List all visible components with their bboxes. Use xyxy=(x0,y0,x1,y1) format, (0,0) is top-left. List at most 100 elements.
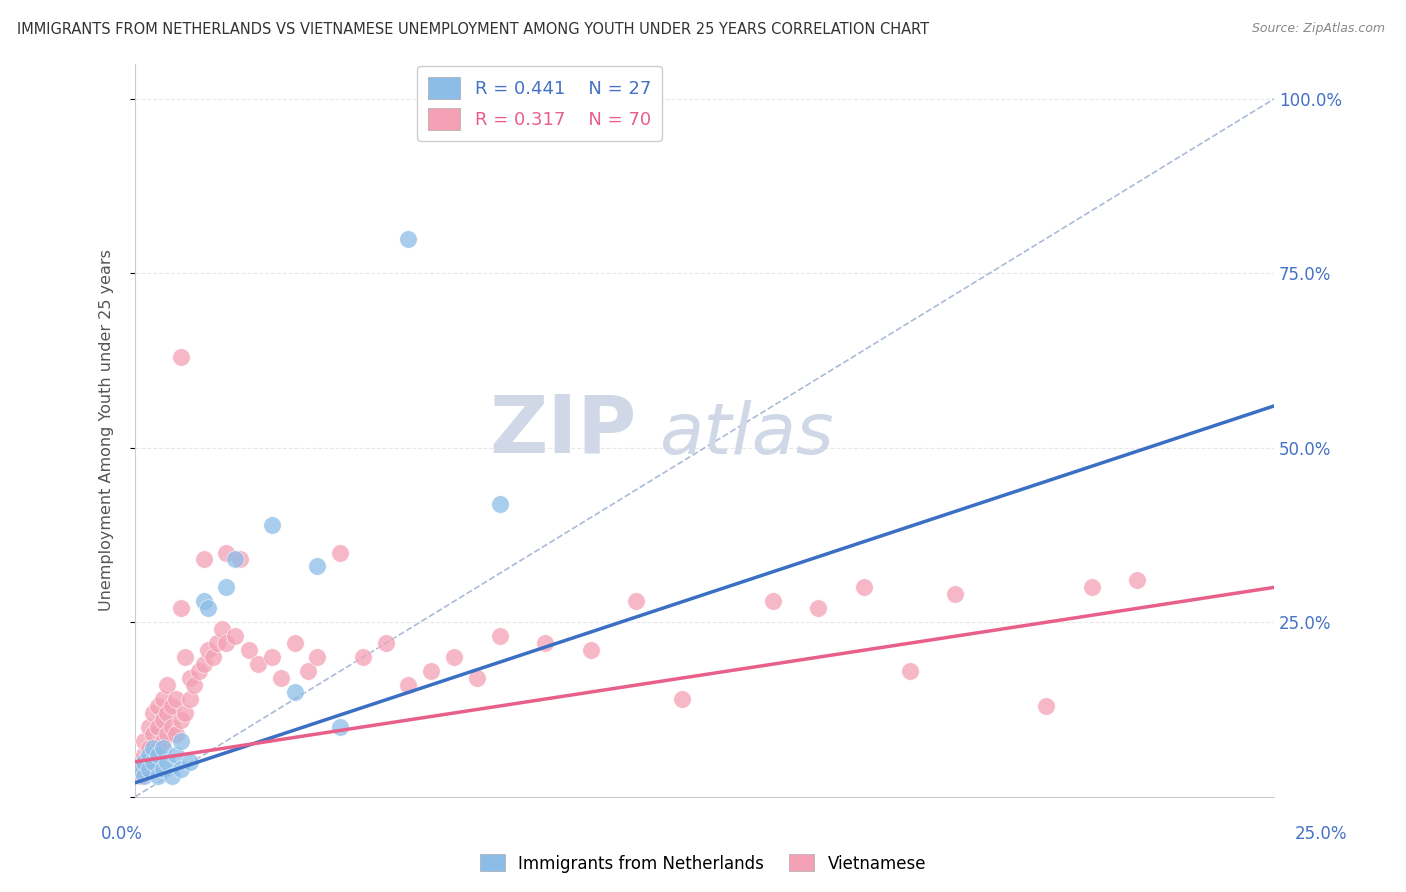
Point xyxy=(152,734,174,748)
Point xyxy=(197,643,219,657)
Point xyxy=(205,636,228,650)
Point xyxy=(626,594,648,608)
Point xyxy=(152,713,174,727)
Point xyxy=(229,552,252,566)
Point xyxy=(671,692,693,706)
Point xyxy=(134,762,156,776)
Point xyxy=(284,685,307,699)
Point xyxy=(465,671,488,685)
Text: 25.0%: 25.0% xyxy=(1295,825,1347,843)
Point xyxy=(134,734,156,748)
Point xyxy=(128,769,150,783)
Point xyxy=(146,698,169,713)
Point xyxy=(352,650,374,665)
Point xyxy=(329,720,352,734)
Point xyxy=(152,692,174,706)
Point xyxy=(260,650,283,665)
Point xyxy=(443,650,465,665)
Point xyxy=(174,650,197,665)
Point xyxy=(134,747,156,762)
Point xyxy=(762,594,785,608)
Point xyxy=(183,678,205,692)
Point xyxy=(852,581,875,595)
Point xyxy=(138,720,160,734)
Y-axis label: Unemployment Among Youth under 25 years: Unemployment Among Youth under 25 years xyxy=(100,250,114,611)
Text: ZIP: ZIP xyxy=(489,392,637,469)
Point xyxy=(215,636,238,650)
Point xyxy=(134,755,156,769)
Point xyxy=(224,629,246,643)
Point xyxy=(142,740,165,755)
Text: 0.0%: 0.0% xyxy=(101,825,143,843)
Point xyxy=(224,552,246,566)
Point xyxy=(270,671,292,685)
Point xyxy=(807,601,830,615)
Point xyxy=(156,755,179,769)
Point xyxy=(152,762,174,776)
Point xyxy=(146,720,169,734)
Text: IMMIGRANTS FROM NETHERLANDS VS VIETNAMESE UNEMPLOYMENT AMONG YOUTH UNDER 25 YEAR: IMMIGRANTS FROM NETHERLANDS VS VIETNAMES… xyxy=(17,22,929,37)
Point xyxy=(160,769,183,783)
Point xyxy=(179,692,201,706)
Point xyxy=(943,587,966,601)
Point xyxy=(307,559,329,574)
Legend: R = 0.441    N = 27, R = 0.317    N = 70: R = 0.441 N = 27, R = 0.317 N = 70 xyxy=(418,66,662,141)
Point xyxy=(152,740,174,755)
Point xyxy=(579,643,602,657)
Point xyxy=(138,762,160,776)
Point xyxy=(156,678,179,692)
Text: Source: ZipAtlas.com: Source: ZipAtlas.com xyxy=(1251,22,1385,36)
Point xyxy=(170,350,193,364)
Point xyxy=(284,636,307,650)
Point xyxy=(170,734,193,748)
Point xyxy=(215,545,238,559)
Point xyxy=(146,769,169,783)
Point xyxy=(138,740,160,755)
Point xyxy=(1126,574,1149,588)
Point xyxy=(238,643,260,657)
Point xyxy=(1035,698,1057,713)
Point xyxy=(260,517,283,532)
Point xyxy=(247,657,270,672)
Point xyxy=(138,747,160,762)
Point xyxy=(128,762,150,776)
Point xyxy=(193,657,215,672)
Point xyxy=(156,727,179,741)
Point xyxy=(297,664,319,678)
Point xyxy=(170,713,193,727)
Point xyxy=(165,692,187,706)
Point xyxy=(898,664,921,678)
Point xyxy=(134,769,156,783)
Point xyxy=(188,664,211,678)
Point xyxy=(398,231,420,245)
Point xyxy=(329,545,352,559)
Point xyxy=(179,671,201,685)
Point xyxy=(179,755,201,769)
Text: atlas: atlas xyxy=(659,400,834,468)
Point xyxy=(1080,581,1102,595)
Point xyxy=(211,622,233,636)
Point xyxy=(156,706,179,720)
Point xyxy=(146,747,169,762)
Point xyxy=(138,755,160,769)
Point xyxy=(160,698,183,713)
Point xyxy=(420,664,443,678)
Point xyxy=(534,636,557,650)
Point xyxy=(165,727,187,741)
Point xyxy=(193,594,215,608)
Point xyxy=(398,678,420,692)
Point xyxy=(307,650,329,665)
Point xyxy=(374,636,396,650)
Point xyxy=(193,552,215,566)
Point xyxy=(197,601,219,615)
Point xyxy=(488,629,510,643)
Point xyxy=(160,720,183,734)
Point xyxy=(201,650,224,665)
Point xyxy=(142,727,165,741)
Point xyxy=(170,762,193,776)
Point xyxy=(142,747,165,762)
Point xyxy=(215,581,238,595)
Point xyxy=(174,706,197,720)
Point xyxy=(165,747,187,762)
Point xyxy=(142,706,165,720)
